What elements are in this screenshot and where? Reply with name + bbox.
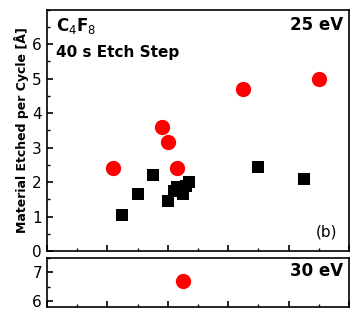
Text: 30 eV: 30 eV [290,261,343,280]
Text: C$_4$F$_8$: C$_4$F$_8$ [56,16,96,36]
Text: 40 s Etch Step: 40 s Etch Step [56,44,179,60]
Text: (b): (b) [316,224,337,239]
Text: 25 eV: 25 eV [290,16,343,34]
Y-axis label: Material Etched per Cycle [Å]: Material Etched per Cycle [Å] [14,28,30,233]
